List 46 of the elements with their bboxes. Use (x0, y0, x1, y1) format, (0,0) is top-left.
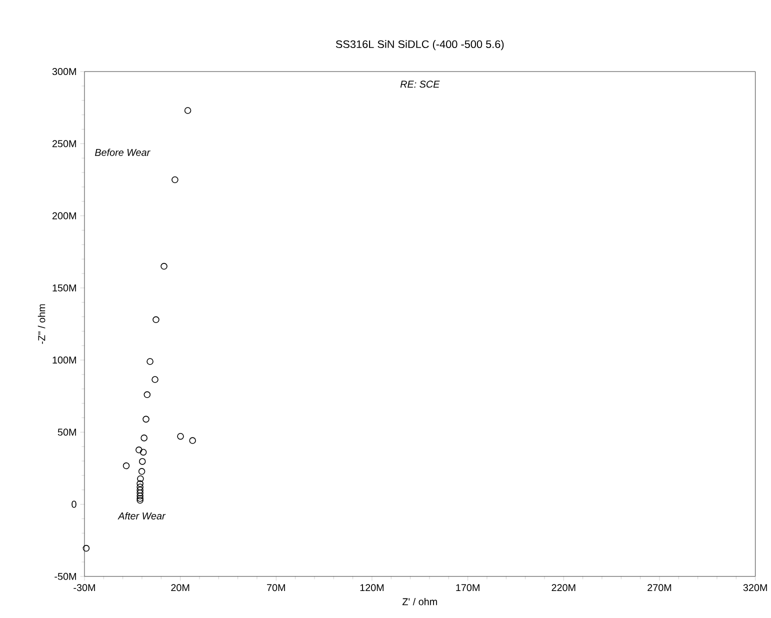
y-tick-label: 250M (52, 140, 76, 148)
y-tick-label: 300M (52, 68, 76, 75)
chart-title: SS316L SiN SiDLC (-400 -500 5.6) (336, 40, 504, 50)
x-axis-title: Z' / ohm (402, 598, 437, 606)
point (136, 480, 144, 487)
point (82, 544, 90, 552)
point (137, 475, 144, 482)
point (152, 376, 158, 383)
point (136, 494, 144, 502)
point (160, 262, 168, 270)
point (136, 446, 142, 454)
x-tick-label: -30M (74, 584, 95, 592)
annotation: RE: SCE (400, 80, 440, 88)
point (138, 468, 146, 475)
point (122, 462, 130, 470)
point (136, 484, 144, 490)
x-tick-label: 120M (360, 584, 384, 592)
y-tick-label: 50M (58, 428, 76, 436)
y-tick-label: 150M (52, 284, 76, 292)
point (184, 107, 192, 114)
x-tick-label: 70M (267, 584, 285, 592)
point (136, 489, 144, 496)
y-axis-title: -Z'' / ohm (38, 304, 46, 344)
point (136, 486, 144, 494)
x-tick-label: 270M (648, 584, 672, 592)
point (152, 316, 160, 323)
y-tick-label: 200M (52, 212, 76, 220)
y-tick-label: 0 (72, 500, 76, 508)
point (136, 492, 144, 500)
x-tick-label: 220M (552, 584, 576, 592)
point (140, 448, 147, 456)
annotation: Before Wear (94, 148, 150, 156)
point (144, 391, 151, 398)
y-tick-label: 100M (52, 356, 76, 364)
y-tick-label: -50M (54, 572, 76, 580)
point (142, 416, 150, 422)
x-tick-label: 170M (456, 584, 480, 592)
point (146, 358, 154, 365)
point (138, 458, 146, 465)
point (172, 176, 178, 184)
x-tick-label: 20M (171, 584, 190, 592)
point (189, 437, 196, 444)
point (177, 432, 184, 440)
point (140, 434, 148, 442)
annotation: After Wear (118, 512, 166, 520)
x-tick-label: 320M (743, 584, 767, 592)
